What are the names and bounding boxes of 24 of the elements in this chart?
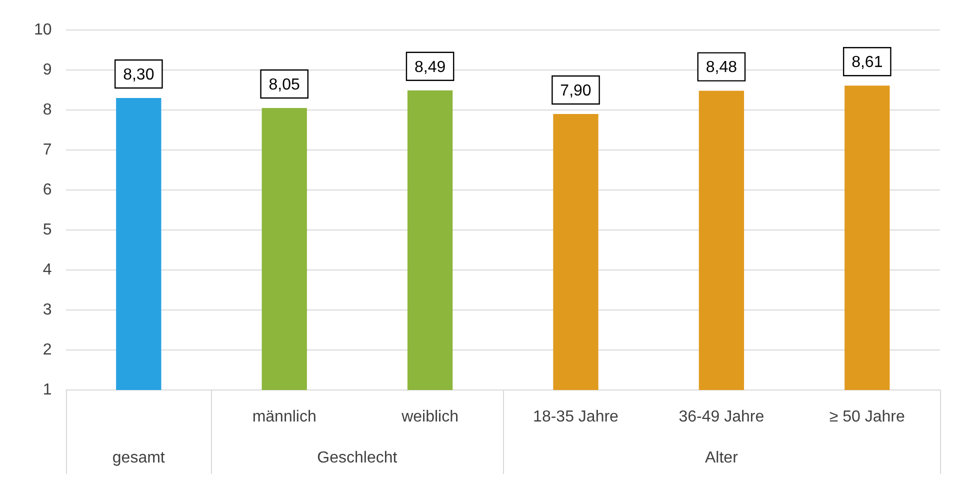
y-tick-label: 3 — [42, 301, 52, 318]
data-label: 8,49 — [414, 58, 446, 76]
y-tick-label: 2 — [42, 341, 52, 358]
text: Geschlecht — [317, 449, 398, 466]
x-tick-label: männlich — [252, 408, 316, 426]
text: Alter — [704, 449, 739, 466]
x-tick-label: 18-35 Jahre — [533, 408, 619, 426]
text: gesamt — [112, 449, 166, 466]
data-label: 8,48 — [706, 59, 738, 76]
x-tick-label: 36-49 Jahre — [678, 408, 764, 426]
y-tick-label: 5 — [42, 221, 52, 238]
y-tick-label: 7 — [42, 141, 52, 158]
data-label: 8,61 — [852, 54, 883, 72]
x-tick-label: ≥ 50 Jahre — [829, 408, 905, 426]
y-tick-label: 1 — [42, 381, 52, 398]
data-label: 8,05 — [268, 76, 300, 94]
y-tick-label: 10 — [34, 21, 52, 38]
data-label: 7,90 — [560, 82, 592, 100]
y-tick-label: 8 — [42, 101, 52, 118]
x-tick-label: weiblich — [400, 408, 459, 426]
y-tick-label: 6 — [42, 181, 52, 198]
data-label: 8,30 — [123, 66, 154, 84]
y-tick-label: 4 — [42, 261, 52, 278]
y-tick-label: 9 — [42, 61, 52, 78]
